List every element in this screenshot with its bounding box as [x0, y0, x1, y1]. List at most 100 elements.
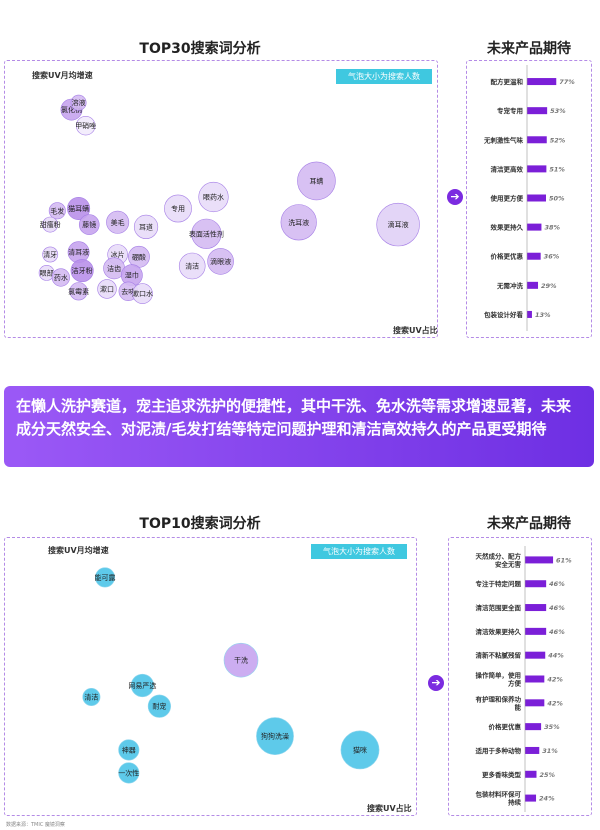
bar-2	[527, 136, 547, 144]
bar-label-6: 能	[515, 702, 522, 711]
bubble-24	[69, 282, 88, 301]
bar-value-6: 36%	[544, 253, 560, 261]
bar-label-2: 无刺激性气味	[483, 135, 524, 144]
bubble-label-14: 滴耳液	[388, 220, 409, 229]
top10-size-tag: 气泡大小为搜索人数	[311, 544, 407, 559]
bubble-label-2: 甲硝唑	[75, 121, 96, 130]
bubble-label-17: 冰片	[111, 250, 125, 259]
expect2-panel	[448, 537, 592, 816]
bar-label-3: 清洁更高效	[491, 164, 524, 173]
bubble-label-10: 眼药水	[203, 193, 224, 202]
bubble-20	[51, 268, 70, 287]
bubble-label-4: 猫耳螨	[68, 204, 89, 213]
bubble-label-20: 药水	[54, 273, 68, 282]
bar-label-0: 天然成分、配方	[476, 551, 522, 560]
bar-label-6: 价格更优惠	[491, 252, 524, 261]
top30-ylabel: 搜索UV月均增速	[32, 71, 93, 80]
bar-label-5: 效果更持久	[491, 223, 524, 232]
bar-4	[525, 651, 546, 659]
bar-8	[525, 746, 540, 754]
bubble-label-1: 溶液	[72, 98, 86, 107]
bubble-7	[118, 739, 140, 761]
bubble-label-3: 清洁	[84, 693, 98, 702]
bubble-7	[106, 210, 130, 234]
bubble-5	[256, 717, 294, 755]
bar-3	[527, 165, 547, 173]
bar-2	[525, 604, 547, 612]
bar-0	[525, 556, 554, 564]
bubble-1	[70, 94, 87, 111]
bubble-13	[280, 204, 317, 241]
bubble-11	[191, 218, 222, 249]
bubble-label-26: 去味	[121, 287, 135, 296]
top10-ylabel: 搜索UV月均增速	[48, 546, 109, 555]
bubble-27	[132, 283, 153, 304]
bubble-label-2: 网易严选	[128, 681, 156, 690]
bubble-label-12: 耳螨	[309, 176, 323, 185]
bar-label-5: 操作简单，使用	[476, 671, 522, 680]
bar-label-5: 方便	[508, 679, 522, 688]
bubble-1	[223, 642, 259, 678]
bubble-29	[207, 248, 234, 275]
bubble-4	[147, 694, 171, 718]
bar-value-3: 51%	[549, 165, 565, 173]
bar-value-9: 25%	[540, 771, 556, 779]
bar-value-0: 77%	[559, 78, 575, 86]
bar-label-2: 清洁范围更全面	[476, 603, 522, 612]
bar-value-7: 29%	[541, 282, 557, 290]
bubble-4	[67, 197, 91, 221]
bubble-label-8: 一次性	[118, 768, 139, 777]
bar-value-7: 35%	[544, 723, 560, 731]
bubble-label-0: 氯化钠	[61, 105, 82, 114]
bar-label-9: 更多香味类型	[482, 770, 522, 779]
bubble-9	[164, 194, 192, 223]
bubble-label-8: 耳道	[139, 222, 153, 231]
bubble-15	[42, 246, 59, 263]
bar-value-8: 31%	[542, 747, 558, 755]
bar-6	[527, 252, 541, 260]
bubble-label-23: 湿巾	[125, 271, 139, 280]
bar-label-1: 专注于特定问题	[476, 579, 522, 588]
bar-label-7: 无需冲洗	[496, 281, 524, 290]
bubble-label-21: 洁牙粉	[72, 266, 93, 275]
expect1-panel	[466, 60, 592, 338]
bubble-label-15: 清牙	[43, 250, 57, 259]
bubble-0	[94, 567, 116, 588]
top10-bubble-panel	[4, 537, 417, 816]
bar-label-0: 配方更温和	[491, 77, 524, 86]
bar-value-3: 46%	[549, 628, 565, 636]
bar-10	[525, 794, 537, 802]
bar-6	[525, 699, 545, 707]
bar-label-10: 包装材料环保可	[476, 790, 522, 799]
bar-5	[527, 223, 542, 231]
bubble-label-19: 眼部	[40, 268, 54, 277]
summary-banner: 在懒人洗护赛道，宠主追求洗护的便捷性，其中干洗、免水洗等需求增速显著，未来成分天…	[4, 386, 594, 467]
bubble-label-11: 表面活性剂	[189, 229, 224, 238]
bar-value-6: 42%	[547, 699, 563, 707]
bubble-label-4: 耐宠	[152, 702, 166, 711]
bar-label-8: 包装设计好看	[484, 310, 524, 319]
bubble-label-7: 神器	[122, 745, 136, 754]
bubble-label-7: 美毛	[111, 218, 125, 227]
expect2-title: 未来产品期待	[487, 516, 571, 532]
bar-1	[527, 107, 548, 115]
bar-label-4: 清新不粘腻残留	[476, 651, 522, 660]
bubble-2	[75, 116, 96, 136]
bubble-21	[70, 259, 94, 283]
bar-value-1: 46%	[549, 580, 565, 588]
bubble-label-28: 清洁	[185, 262, 199, 271]
top30-title: TOP30搜索词分析	[139, 41, 261, 57]
bubble-3	[82, 688, 101, 706]
bubble-2	[130, 673, 154, 698]
bubble-25	[97, 279, 117, 299]
bubble-label-29: 滴眼液	[210, 257, 231, 266]
bubble-label-5: 甜瘙粉	[40, 220, 61, 229]
bar-value-5: 38%	[544, 224, 560, 232]
bar-label-10: 持续	[508, 798, 522, 807]
bubble-label-22: 洁齿	[107, 264, 121, 273]
bubble-label-13: 洗耳液	[288, 218, 309, 227]
arrow-right-icon: ➔	[428, 675, 444, 691]
bubble-28	[178, 252, 206, 280]
bubble-label-3: 毛发	[50, 206, 64, 215]
